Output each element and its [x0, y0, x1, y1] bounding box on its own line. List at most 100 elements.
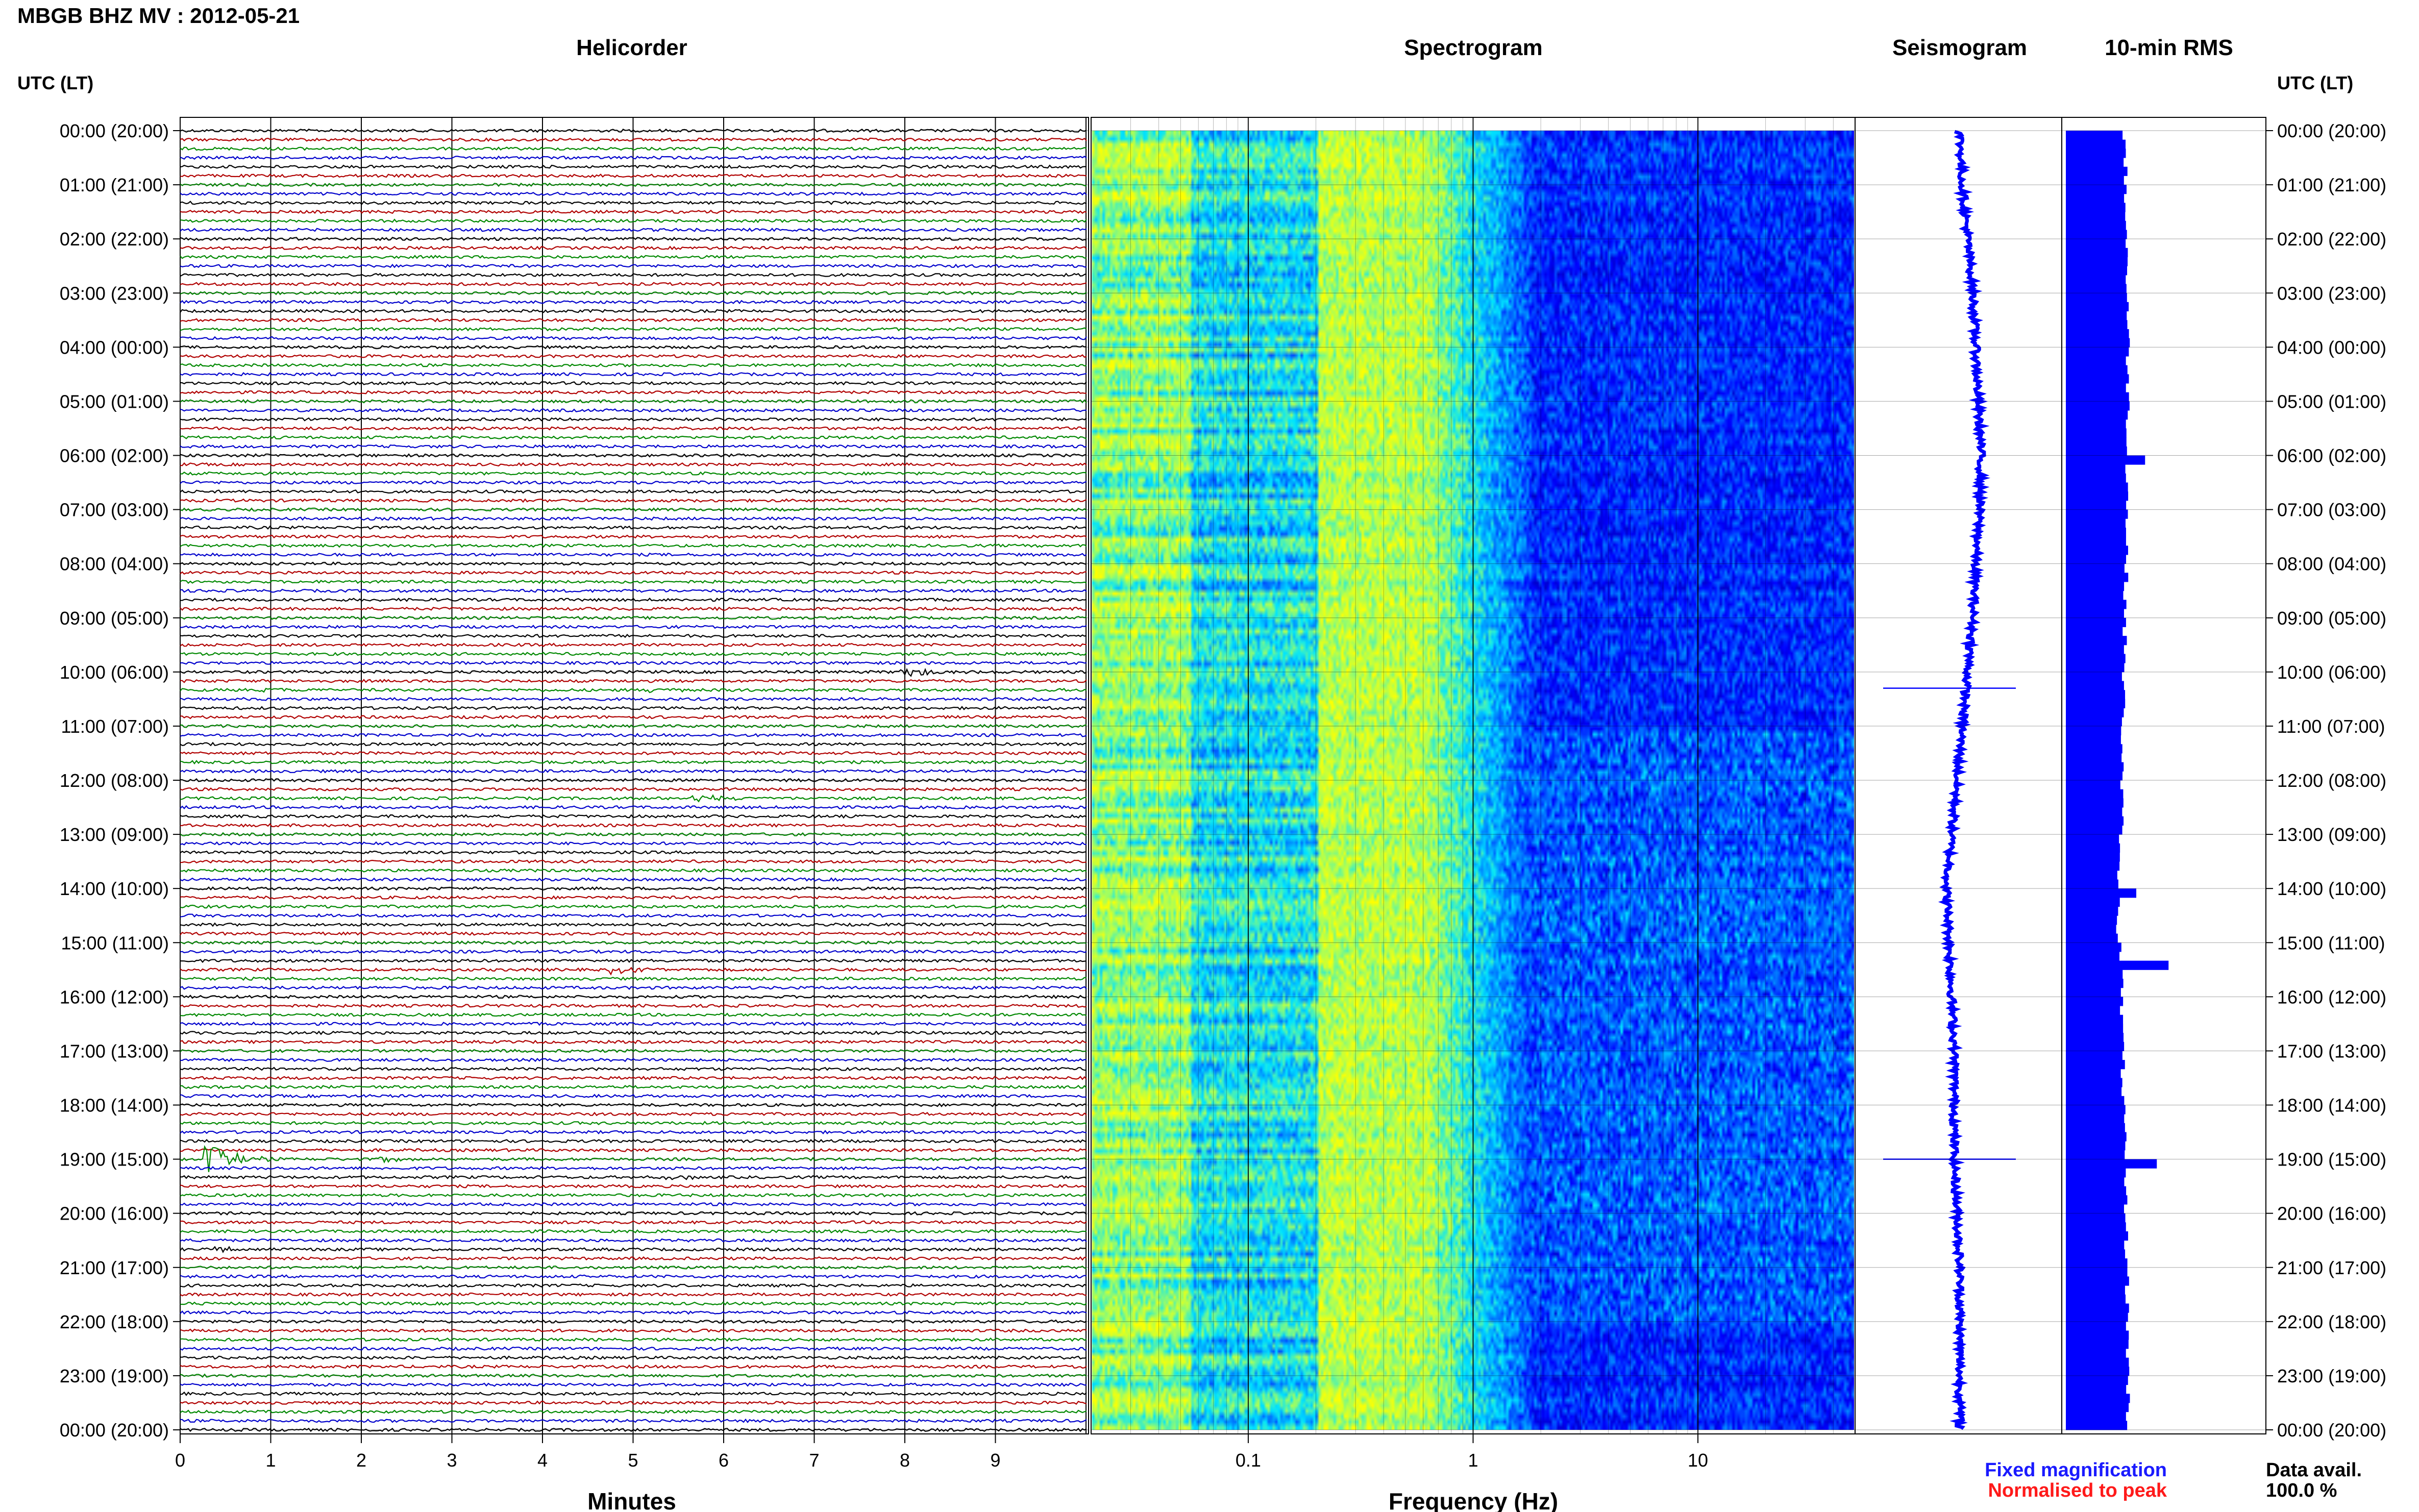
- helicorder-trace: [180, 823, 1087, 828]
- rms-bar: [2066, 1150, 2125, 1160]
- rms-bar: [2066, 320, 2128, 330]
- helicorder-trace: [180, 435, 1087, 440]
- helicorder-trace: [180, 191, 1087, 196]
- helicorder-trace: [180, 480, 1087, 485]
- rms-bar: [2066, 1006, 2120, 1015]
- rms-bar: [2066, 220, 2126, 230]
- rms-bar: [2066, 663, 2125, 673]
- rms-bar: [2066, 987, 2121, 997]
- helicorder-trace: [180, 1373, 1087, 1378]
- helicorder-trace: [180, 679, 1087, 683]
- minute-tick-label: 3: [447, 1450, 457, 1471]
- rms-bar: [2066, 1357, 2129, 1367]
- rms-bar: [2066, 1087, 2122, 1097]
- rms-bar: [2066, 645, 2124, 654]
- helicorder-trace: [180, 1328, 1087, 1333]
- rms-bar: [2066, 392, 2129, 402]
- hour-label-left: 20:00 (16:00): [60, 1203, 169, 1224]
- helicorder-trace: [180, 1039, 1087, 1045]
- frequency-tick-label: 0.1: [1236, 1450, 1261, 1471]
- rms-bar: [2066, 762, 2124, 772]
- rms-bar: [2066, 726, 2121, 736]
- helicorder-trace: [180, 1292, 1087, 1297]
- helicorder-trace: [180, 714, 1087, 720]
- helicorder-title: Helicorder: [576, 35, 687, 60]
- hour-label-right: 20:00 (16:00): [2277, 1203, 2386, 1224]
- hour-label-right: 08:00 (04:00): [2277, 554, 2386, 575]
- rms-bar: [2066, 699, 2126, 709]
- rms-bar: [2066, 1294, 2126, 1304]
- hour-label-left: 22:00 (18:00): [60, 1311, 169, 1332]
- helicorder-trace: [180, 263, 1087, 268]
- hour-label-left: 00:00 (20:00): [60, 1420, 169, 1441]
- minute-tick-label: 6: [719, 1450, 729, 1471]
- rms-bar: [2066, 681, 2124, 690]
- rms-bar: [2066, 1078, 2122, 1087]
- rms-bar: [2066, 780, 2120, 790]
- rms-bar: [2066, 410, 2128, 420]
- rms-bar: [2066, 455, 2145, 465]
- rms-bar: [2066, 185, 2127, 194]
- helicorder-trace: [180, 760, 1087, 765]
- rms-bar: [2066, 816, 2124, 826]
- helicorder-trace: [180, 697, 1087, 702]
- hour-label-left: 10:00 (06:00): [60, 662, 169, 683]
- rms-bar: [2066, 771, 2123, 781]
- helicorder-trace: [180, 940, 1087, 945]
- figure-title: MBGB BHZ MV : 2012-05-21: [17, 4, 300, 28]
- helicorder-trace: [180, 282, 1087, 287]
- helicorder-trace: [180, 201, 1087, 205]
- rms-bar: [2066, 401, 2130, 411]
- rms-bar: [2066, 1222, 2126, 1232]
- hour-label-left: 11:00 (07:00): [61, 716, 169, 737]
- helicorder-trace: [180, 381, 1087, 386]
- rms-bar: [2066, 275, 2126, 285]
- helicorder-trace: [180, 615, 1087, 621]
- rms-bar: [2066, 943, 2121, 952]
- rms-bar: [2066, 852, 2120, 862]
- helicorder-trace: [180, 966, 1087, 976]
- helicorder-trace: [180, 164, 1087, 169]
- rms-bar: [2066, 1168, 2126, 1178]
- hour-label-left: 05:00 (01:00): [60, 391, 169, 412]
- rms-bar: [2066, 1014, 2124, 1024]
- helicorder-trace: [180, 652, 1087, 656]
- hour-label-right: 02:00 (22:00): [2277, 229, 2386, 250]
- hour-label-left: 04:00 (00:00): [60, 337, 169, 358]
- helicorder-trace: [180, 633, 1087, 638]
- hour-label-left: 15:00 (11:00): [61, 932, 169, 953]
- helicorder-trace: [180, 1094, 1087, 1099]
- rms-bar: [2066, 708, 2124, 717]
- rms-bar: [2066, 383, 2126, 393]
- rms-bar: [2066, 960, 2169, 970]
- rms-bar: [2066, 1060, 2125, 1070]
- rms-bar: [2066, 951, 2120, 961]
- hour-label-left: 12:00 (08:00): [60, 770, 169, 791]
- helicorder-trace: [180, 904, 1087, 909]
- helicorder-trace: [180, 660, 1087, 665]
- rms-bar: [2066, 428, 2127, 438]
- rms-bar: [2066, 1141, 2126, 1151]
- hour-label-right: 15:00 (11:00): [2277, 932, 2385, 953]
- rms-bar: [2066, 1177, 2125, 1187]
- helicorder-trace: [180, 751, 1087, 756]
- rms-bar: [2066, 1367, 2130, 1376]
- helicorder-trace: [180, 949, 1087, 954]
- helicorder-trace: [180, 687, 1087, 693]
- hour-label-right: 06:00 (02:00): [2277, 445, 2386, 466]
- hour-label-left: 13:00 (09:00): [60, 824, 169, 845]
- helicorder-trace: [180, 182, 1087, 187]
- rms-bar: [2066, 437, 2127, 447]
- hour-label-left: 21:00 (17:00): [60, 1257, 169, 1278]
- helicorder-trace: [180, 290, 1087, 295]
- helicorder-trace: [180, 1184, 1087, 1188]
- hour-label-right: 14:00 (10:00): [2277, 878, 2386, 899]
- hour-labels: 00:00 (20:00) 00:00 (20:00) 01:00 (21:00) 0…: [60, 120, 2386, 1441]
- hour-label-right: 00:00 (20:00): [2277, 1420, 2386, 1441]
- helicorder-trace: [180, 336, 1087, 341]
- rms-bar: [2066, 861, 2120, 871]
- hour-label-right: 01:00 (21:00): [2277, 175, 2386, 195]
- helicorder-trace: [180, 399, 1087, 404]
- rms-bar: [2066, 158, 2124, 167]
- helicorder-trace: [180, 507, 1087, 512]
